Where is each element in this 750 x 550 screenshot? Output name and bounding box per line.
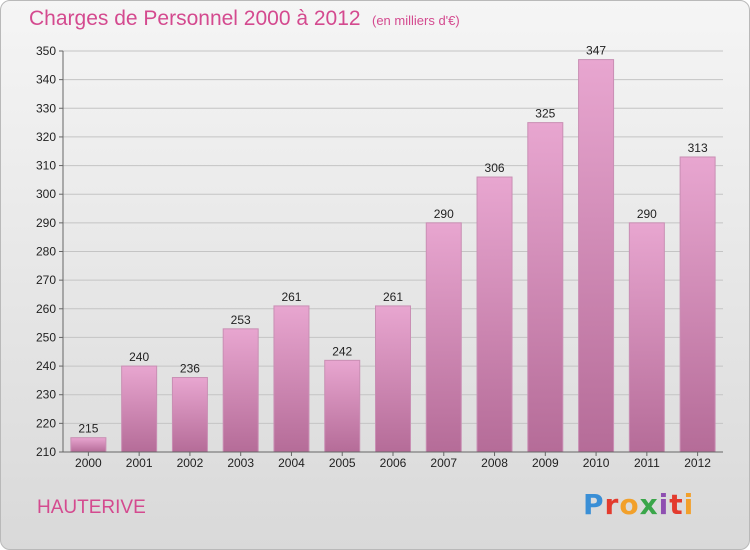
bar-value-label: 261 [383, 290, 403, 304]
y-tick-label: 290 [36, 216, 56, 230]
place-name: HAUTERIVE [37, 497, 146, 518]
bar [70, 437, 107, 453]
y-tick-label: 260 [36, 302, 56, 316]
y-tick-label: 230 [36, 388, 56, 402]
bar-value-label: 253 [231, 313, 251, 327]
x-tick-label: 2002 [177, 456, 204, 470]
x-tick-label: 2011 [634, 456, 660, 470]
bar [527, 122, 564, 453]
x-tick-label: 2010 [583, 456, 610, 470]
x-tick-label: 2012 [684, 456, 711, 470]
bar-value-label: 290 [434, 207, 454, 221]
y-tick-label: 210 [36, 445, 56, 459]
bar [679, 156, 716, 453]
bar-value-label: 306 [485, 161, 505, 175]
bar-value-label: 261 [281, 290, 301, 304]
y-tick-label: 320 [36, 130, 56, 144]
y-tick-label: 300 [36, 187, 56, 201]
y-tick-label: 250 [36, 330, 56, 344]
x-tick-label: 2008 [481, 456, 508, 470]
x-tick-label: 2009 [532, 456, 559, 470]
logo-letter: P [583, 488, 605, 521]
bar-value-label: 240 [129, 350, 149, 364]
chart-subtitle: (en milliers d'€) [372, 13, 460, 28]
y-tick-label: 220 [36, 416, 56, 430]
y-tick-label: 240 [36, 359, 56, 373]
bar [476, 176, 513, 453]
logo-letter: r [604, 488, 620, 521]
bar-value-label: 236 [180, 362, 200, 376]
x-tick-label: 2004 [278, 456, 305, 470]
logo-letter: i [658, 488, 670, 521]
logo-letter: x [639, 488, 659, 521]
bar [578, 59, 615, 453]
bar [222, 328, 259, 453]
y-tick-label: 350 [36, 44, 56, 58]
bar-value-label: 347 [586, 44, 606, 58]
bar-value-label: 313 [688, 141, 708, 155]
bar-value-label: 215 [78, 422, 98, 436]
bars [70, 59, 716, 453]
y-tick-label: 310 [36, 159, 56, 173]
bar [628, 222, 665, 453]
y-tick-label: 340 [36, 73, 56, 87]
y-tick-label: 280 [36, 245, 56, 259]
x-tick-label: 2007 [430, 456, 457, 470]
bar [375, 305, 411, 453]
labels: 210 220 230 240 250 260 270 280 290 300 310 320 330 3… [36, 44, 711, 470]
bar [273, 305, 310, 453]
x-tick-label: 2000 [75, 456, 102, 470]
y-tick-label: 270 [36, 273, 56, 287]
bar-value-label: 325 [535, 107, 555, 121]
bar [121, 365, 158, 453]
logo-letter: o [619, 488, 640, 521]
bar [171, 377, 208, 453]
logo-letter: t [669, 488, 684, 521]
axes [59, 50, 723, 456]
x-tick-label: 2003 [227, 456, 254, 470]
logo-letter: i [683, 488, 695, 521]
y-tick-label: 330 [36, 101, 56, 115]
chart-title: Charges de Personnel 2000 à 2012 [29, 7, 361, 30]
bar-value-label: 242 [332, 344, 352, 358]
x-tick-label: 2005 [329, 456, 356, 470]
x-tick-label: 2001 [126, 456, 153, 470]
bar [324, 359, 361, 453]
bar [425, 222, 462, 453]
bar-value-label: 290 [637, 207, 657, 221]
x-tick-label: 2006 [380, 456, 407, 470]
proxiti-logo: Proxiti [583, 488, 694, 521]
